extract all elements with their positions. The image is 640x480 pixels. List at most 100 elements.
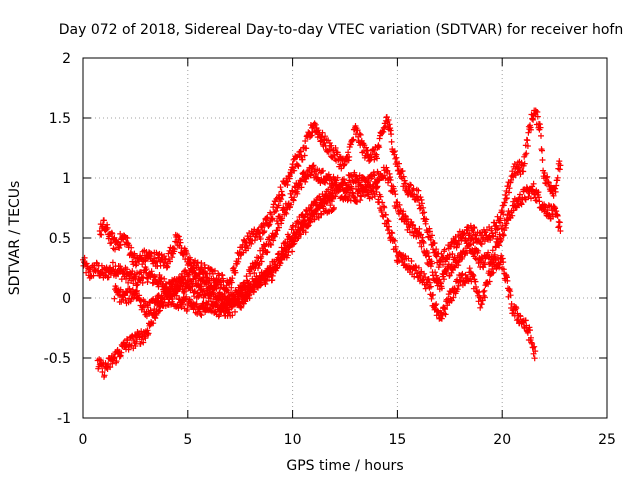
data-point xyxy=(439,254,446,261)
data-point xyxy=(379,199,386,206)
data-point xyxy=(183,250,190,257)
data-point xyxy=(211,290,217,297)
data-point xyxy=(282,209,289,216)
data-point xyxy=(513,305,520,312)
data-point xyxy=(299,156,306,163)
data-point xyxy=(392,243,399,250)
data-point xyxy=(175,286,182,293)
data-point xyxy=(517,191,523,198)
data-point xyxy=(226,309,233,316)
data-point xyxy=(245,245,252,252)
data-point xyxy=(129,268,136,275)
data-point xyxy=(391,188,398,195)
data-point xyxy=(400,173,407,180)
data-point xyxy=(408,182,414,189)
data-point xyxy=(257,236,264,242)
data-point xyxy=(481,287,488,294)
data-point xyxy=(132,343,139,349)
data-point xyxy=(232,269,239,276)
data-point xyxy=(351,169,358,176)
data-point xyxy=(101,372,108,379)
data-point xyxy=(350,136,357,143)
data-point xyxy=(467,241,474,248)
data-point xyxy=(215,281,222,288)
data-point xyxy=(117,352,124,359)
data-point xyxy=(319,129,326,136)
data-point xyxy=(456,241,463,247)
data-point xyxy=(466,265,473,272)
data-point xyxy=(531,343,538,350)
data-point xyxy=(277,260,284,267)
data-point xyxy=(531,355,538,362)
data-point xyxy=(459,270,466,277)
data-point xyxy=(530,180,537,187)
data-point xyxy=(401,177,408,184)
data-point xyxy=(183,293,190,300)
data-point xyxy=(205,295,212,302)
data-point xyxy=(532,348,539,355)
data-point xyxy=(500,259,507,266)
data-point xyxy=(158,300,165,307)
data-point xyxy=(302,229,309,236)
data-point xyxy=(554,212,561,219)
data-point xyxy=(396,258,402,264)
data-point xyxy=(263,215,270,222)
data-point xyxy=(264,249,271,255)
data-point xyxy=(429,232,435,239)
data-point xyxy=(459,254,466,261)
data-point xyxy=(197,311,204,318)
data-point xyxy=(458,234,465,241)
data-point xyxy=(539,157,546,163)
data-point xyxy=(90,272,97,279)
data-point xyxy=(427,283,434,290)
data-point xyxy=(457,278,464,285)
data-point xyxy=(537,124,544,131)
data-point xyxy=(499,223,506,229)
data-point xyxy=(320,167,326,174)
data-point xyxy=(485,254,492,261)
data-point xyxy=(497,215,504,222)
data-point xyxy=(496,242,503,249)
data-point xyxy=(521,160,528,167)
data-point xyxy=(177,239,184,246)
data-point xyxy=(294,235,301,242)
data-point xyxy=(132,288,139,295)
data-point xyxy=(407,181,413,188)
data-point xyxy=(253,276,260,283)
data-point xyxy=(302,178,309,185)
data-point xyxy=(520,168,527,175)
data-point xyxy=(462,280,468,287)
data-point xyxy=(410,185,417,192)
y-tick-label: 0 xyxy=(62,291,71,307)
data-point xyxy=(262,276,269,283)
data-point xyxy=(298,231,304,238)
data-point xyxy=(552,188,559,195)
data-point xyxy=(536,198,543,205)
data-point xyxy=(255,265,261,272)
data-point xyxy=(396,201,403,208)
data-point xyxy=(498,237,505,243)
data-point xyxy=(327,202,334,209)
x-tick-label: 15 xyxy=(388,432,406,448)
data-point xyxy=(490,233,497,240)
data-point xyxy=(153,298,160,305)
data-point xyxy=(152,274,159,280)
data-point xyxy=(386,223,392,230)
data-point xyxy=(544,173,551,180)
data-point xyxy=(198,260,205,267)
data-point xyxy=(527,327,533,334)
data-point xyxy=(307,218,314,225)
data-point xyxy=(455,282,462,289)
data-point xyxy=(481,294,488,301)
data-point xyxy=(429,260,435,267)
x-axis-label: GPS time / hours xyxy=(286,458,403,474)
data-point xyxy=(538,132,544,139)
series xyxy=(111,194,337,320)
data-point xyxy=(500,232,507,239)
data-point xyxy=(502,195,509,202)
data-point xyxy=(421,209,428,216)
data-point xyxy=(415,187,422,194)
data-point xyxy=(109,259,116,266)
data-point xyxy=(328,198,335,205)
data-point xyxy=(113,358,120,365)
